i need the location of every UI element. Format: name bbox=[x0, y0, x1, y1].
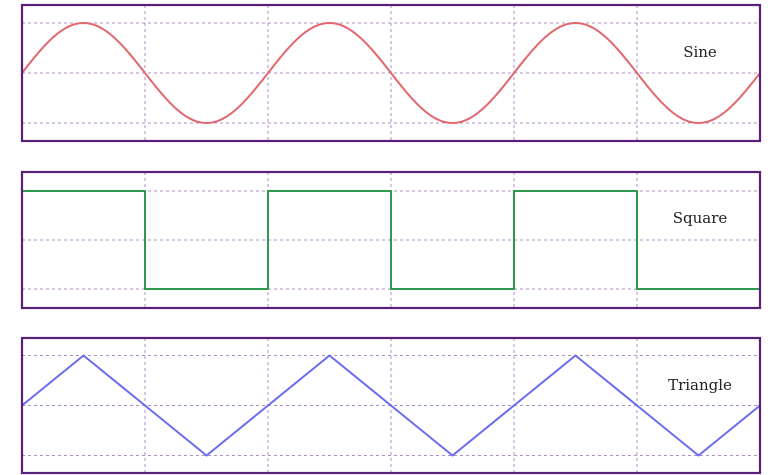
sine-wave-line bbox=[21, 21, 761, 125]
sine-panel: Sine bbox=[20, 3, 762, 143]
triangle-wave-line bbox=[21, 354, 761, 457]
square-label: Square bbox=[673, 209, 728, 227]
sine-label: Sine bbox=[683, 43, 717, 61]
sine-panel-frame bbox=[20, 3, 762, 143]
triangle-label: Triangle bbox=[668, 376, 732, 394]
triangle-panel: Triangle bbox=[20, 336, 762, 475]
square-panel-frame bbox=[20, 170, 762, 310]
square-wave-line bbox=[22, 190, 760, 290]
square-panel: Square bbox=[20, 170, 762, 310]
triangle-panel-frame bbox=[20, 336, 762, 475]
